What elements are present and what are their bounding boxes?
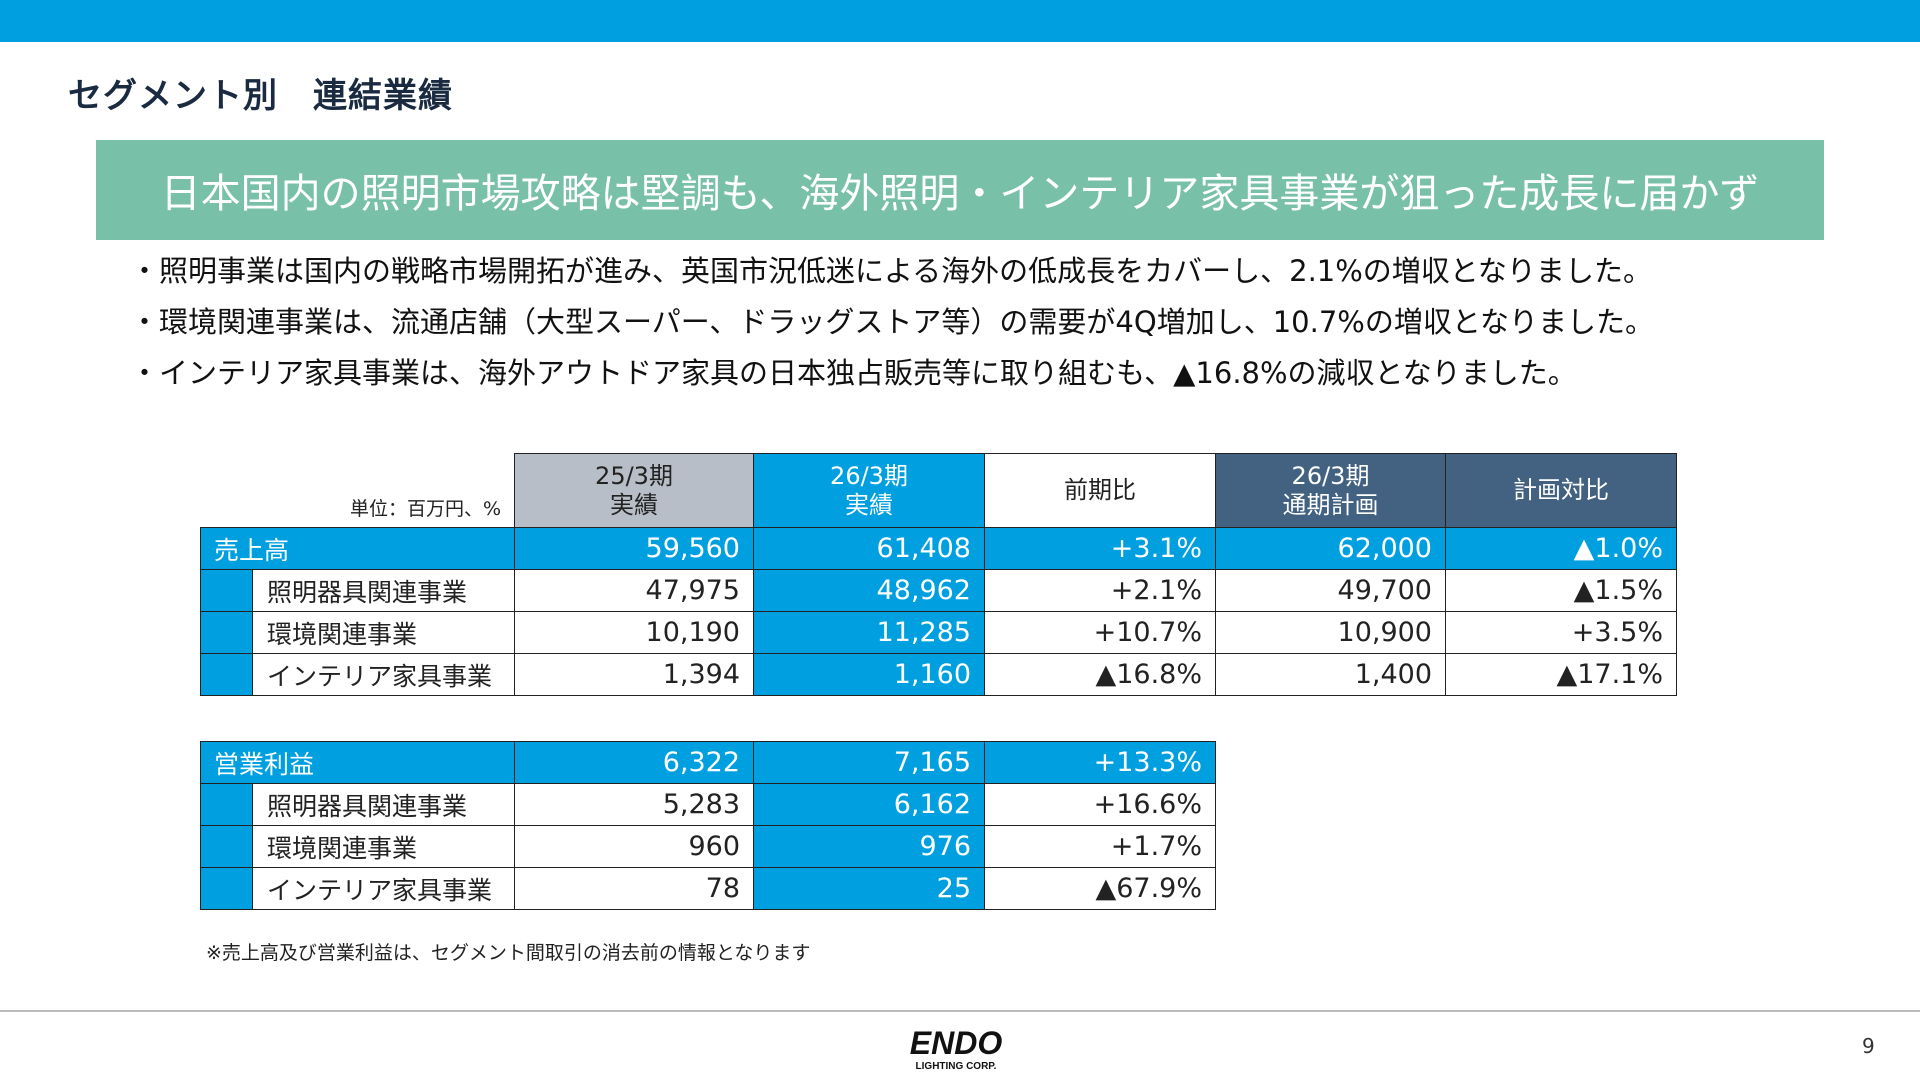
cell-value: 61,408 [753,527,985,570]
cell-value: ▲67.9% [984,867,1217,910]
cell-value: 976 [753,825,986,868]
row-indent [200,825,253,868]
logo-wordmark: ENDO [910,1025,1003,1061]
cell-value: ▲1.5% [1445,569,1677,612]
footnote: ※売上高及び営業利益は、セグメント間取引の消去前の情報となります [206,942,811,964]
row-indent [200,783,253,826]
unit-label: 単位：百万円、% [349,498,501,520]
page-number: 9 [1862,1034,1875,1058]
cell-value: 25 [753,867,986,910]
row-indent [200,611,253,654]
cell-value: 48,962 [753,569,985,612]
cell-value: 1,400 [1215,653,1446,696]
logo-subtext: LIGHTING CORP. [916,1061,997,1072]
cell-value: 62,000 [1215,527,1446,570]
row-indent [200,653,253,696]
cell-value: 1,160 [753,653,985,696]
cell-value: ▲1.0% [1445,527,1677,570]
table-row: 照明器具関連事業 5,283 6,162 +16.6% [200,783,1217,826]
header-yoy: 前期比 [984,453,1216,528]
bullet-item: ・環境関連事業は、流通店舗（大型スーパー、ドラッグストア等）の需要が4Q増加し、… [130,305,1654,339]
cell-value: +2.1% [984,569,1216,612]
row-label: 環境関連事業 [251,825,516,868]
cell-value: 6,162 [753,783,986,826]
cell-value: 49,700 [1215,569,1446,612]
table-row: 環境関連事業 960 976 +1.7% [200,825,1217,868]
cell-value: +13.3% [984,741,1217,784]
table-row: 売上高 59,560 61,408 +3.1% 62,000 ▲1.0% [200,527,1677,570]
header-vs-plan: 計画対比 [1445,453,1677,528]
header-plan: 26/3期 通期計画 [1215,453,1446,528]
row-label: 環境関連事業 [252,611,515,654]
cell-value: 6,322 [514,741,755,784]
cell-value: 10,190 [514,611,754,654]
table-row: インテリア家具事業 1,394 1,160 ▲16.8% 1,400 ▲17.1… [200,653,1677,696]
cell-value: 10,900 [1215,611,1446,654]
headline-text: 日本国内の照明市場攻略は堅調も、海外照明・インテリア家具事業が狙った成長に届かず [160,171,1760,217]
cell-value: +3.5% [1445,611,1677,654]
cell-value: +3.1% [984,527,1216,570]
page-title: セグメント別 連結業績 [68,76,453,116]
company-logo: ENDO LIGHTING CORP. [910,1025,1003,1072]
table-row: インテリア家具事業 78 25 ▲67.9% [200,867,1217,910]
cell-value: 1,394 [514,653,754,696]
cell-value: 78 [514,867,755,910]
cell-value: 11,285 [753,611,985,654]
headline-banner: 日本国内の照明市場攻略は堅調も、海外照明・インテリア家具事業が狙った成長に届かず [96,140,1824,240]
row-label: 照明器具関連事業 [252,569,515,612]
header-current-actual: 26/3期 実績 [753,453,985,528]
cell-value: +10.7% [984,611,1216,654]
table-row: 照明器具関連事業 47,975 48,962 +2.1% 49,700 ▲1.5… [200,569,1677,612]
table-row: 営業利益 6,322 7,165 +13.3% [199,741,1217,784]
cell-value: 7,165 [753,741,986,784]
row-label: インテリア家具事業 [252,653,515,696]
row-label: インテリア家具事業 [251,867,516,910]
footer-divider [0,1010,1920,1012]
row-label: 照明器具関連事業 [251,783,516,826]
bullet-item: ・インテリア家具事業は、海外アウトドア家具の日本独占販売等に取り組むも、▲16.… [130,356,1577,390]
sales-table: 単位：百万円、% 25/3期 実績 26/3期 実績 前期比 26/3期 通期計… [200,453,1677,696]
cell-value: +16.6% [984,783,1217,826]
summary-bullets: ・照明事業は国内の戦略市場開拓が進み、英国市況低迷による海外の低成長をカバーし、… [130,246,1654,399]
cell-value: 5,283 [514,783,755,826]
cell-value: 59,560 [514,527,754,570]
header-prev-actual: 25/3期 実績 [514,453,754,528]
row-indent [200,867,253,910]
table-header-row: 単位：百万円、% 25/3期 実績 26/3期 実績 前期比 26/3期 通期計… [201,453,1677,528]
table-row: 環境関連事業 10,190 11,285 +10.7% 10,900 +3.5% [200,611,1677,654]
bullet-item: ・照明事業は国内の戦略市場開拓が進み、英国市況低迷による海外の低成長をカバーし、… [130,254,1652,288]
profit-table: 営業利益 6,322 7,165 +13.3% 照明器具関連事業 5,283 6… [199,741,1217,910]
cell-value: ▲17.1% [1445,653,1677,696]
cell-value: ▲16.8% [984,653,1216,696]
cell-value: 47,975 [514,569,754,612]
top-accent-bar [0,0,1920,42]
row-indent [200,569,253,612]
cell-value: +1.7% [984,825,1217,868]
row-label: 売上高 [200,527,515,570]
cell-value: 960 [514,825,755,868]
row-label: 営業利益 [199,741,516,784]
